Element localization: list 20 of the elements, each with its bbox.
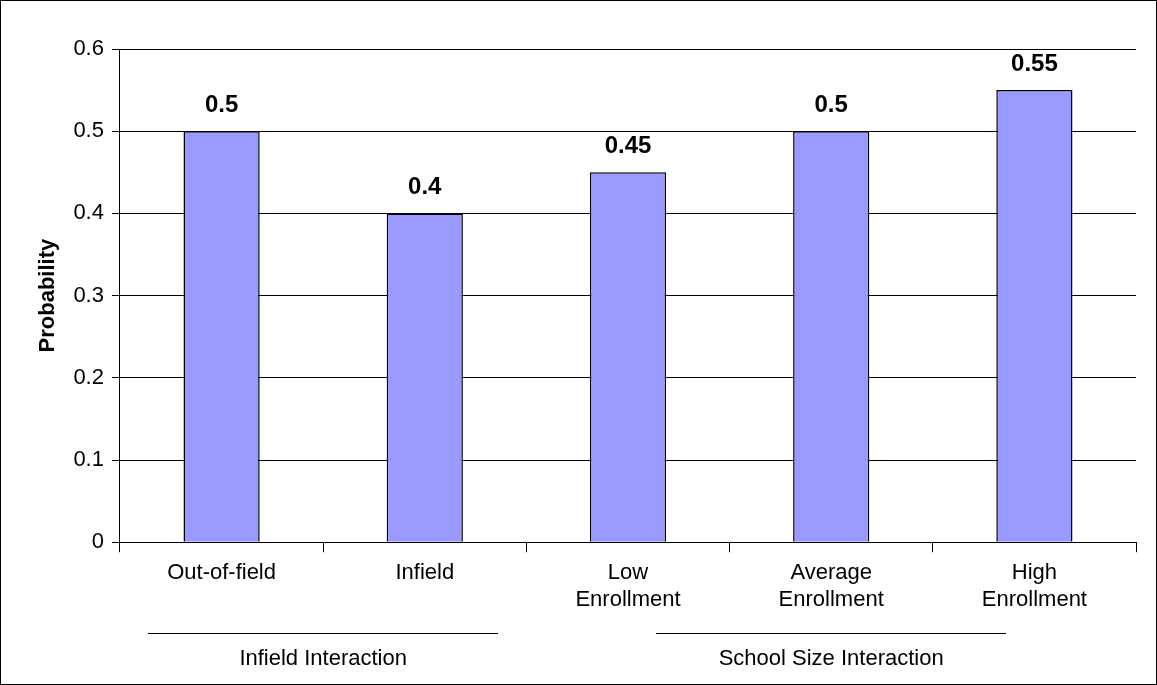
y-tick-label: 0.1 — [73, 446, 104, 472]
data-label: 0.5 — [204, 89, 239, 117]
data-label: 0.55 — [1011, 48, 1058, 76]
y-tick-label: 0.4 — [73, 199, 104, 225]
text: School Size Interaction — [717, 645, 945, 671]
y-tick-label: 0.6 — [73, 35, 104, 61]
text: Infield Interaction — [238, 645, 408, 671]
y-tick-label: 0.5 — [73, 117, 104, 143]
x-tick-label: Infield — [395, 559, 455, 585]
data-label: 0.5 — [814, 89, 848, 117]
data-label: 0.45 — [604, 130, 652, 158]
y-tick-label: 0.3 — [73, 281, 104, 307]
x-tick-label: Average Enrollment — [778, 559, 884, 611]
x-tick-label: Low Enrollment — [575, 559, 681, 611]
data-label: 0.4 — [408, 172, 443, 200]
y-axis-title: Probability — [34, 237, 60, 353]
y-tick-label: 0.2 — [73, 363, 104, 389]
y-tick-label: 0 — [91, 528, 104, 554]
x-tick-label: High Enrollment — [981, 559, 1087, 611]
x-tick-label: Out-of-field — [167, 559, 276, 585]
